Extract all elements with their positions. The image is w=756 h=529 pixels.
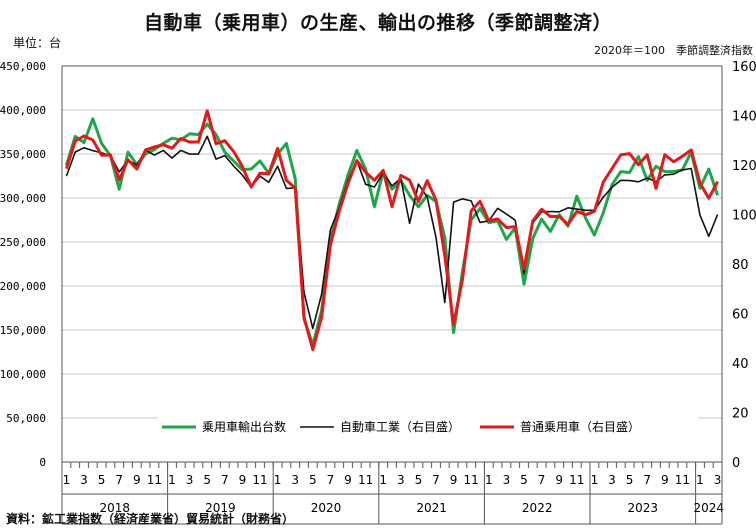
month-label: 11 (147, 473, 162, 487)
left-tick-label: 300,000 (0, 192, 46, 205)
right-tick-label: 0 (732, 456, 740, 471)
month-label: 1 (591, 473, 599, 487)
month-label: 7 (327, 473, 335, 487)
month-label: 1 (63, 473, 71, 487)
month-label: 9 (344, 473, 352, 487)
month-label: 7 (643, 473, 651, 487)
month-label: 5 (626, 473, 634, 487)
left-tick-label: 50,000 (6, 412, 46, 425)
month-label: 5 (203, 473, 211, 487)
month-label: 5 (309, 473, 317, 487)
month-label: 7 (432, 473, 440, 487)
month-label: 3 (397, 473, 405, 487)
month-label: 3 (608, 473, 616, 487)
month-label: 11 (358, 473, 373, 487)
year-label: 2020 (311, 501, 342, 515)
left-tick-label: 100,000 (0, 368, 46, 381)
right-tick-label: 40 (732, 357, 749, 372)
month-label: 1 (274, 473, 282, 487)
series-line-3 (64, 109, 719, 352)
month-label: 5 (520, 473, 528, 487)
month-label: 5 (98, 473, 106, 487)
right-tick-label: 100 (732, 209, 756, 224)
month-label: 9 (661, 473, 669, 487)
year-label: 2024 (694, 501, 725, 515)
plot-frame (61, 65, 723, 463)
right-axis-unit-label: 2020年＝100 季節調整済指数 (594, 44, 753, 57)
left-tick-label: 200,000 (0, 280, 46, 293)
right-tick-label: 20 (732, 407, 749, 422)
month-label: 7 (538, 473, 546, 487)
month-label: 9 (239, 473, 247, 487)
year-label: 2019 (205, 501, 236, 515)
month-label: 3 (291, 473, 299, 487)
series-line-2 (65, 135, 719, 330)
month-label: 3 (503, 473, 511, 487)
right-tick-label: 60 (732, 308, 749, 323)
month-label: 3 (80, 473, 88, 487)
left-axis-unit-label: 単位：台 (13, 36, 62, 50)
source-note: 資料：鉱工業指数（経済産業省）貿易統計（財務省） (6, 512, 295, 526)
year-label: 2021 (416, 501, 447, 515)
right-tick-label: 120 (732, 159, 756, 174)
legend-box (158, 416, 698, 438)
month-label: 5 (415, 473, 423, 487)
month-label: 1 (696, 473, 704, 487)
month-label: 9 (133, 473, 141, 487)
month-label: 11 (569, 473, 584, 487)
left-tick-label: 350,000 (0, 148, 46, 161)
month-label: 1 (168, 473, 176, 487)
month-label: 11 (675, 473, 690, 487)
year-label: 2022 (522, 501, 553, 515)
legend-label-3: 普通乗用車（右目盛） (520, 419, 640, 434)
chart-title: 自動車（乗用車）の生産、輸出の推移（季節調整済） (143, 12, 612, 34)
right-tick-label: 160 (732, 60, 756, 75)
left-tick-label: 150,000 (0, 324, 46, 337)
month-label: 1 (379, 473, 387, 487)
left-tick-label: 250,000 (0, 236, 46, 249)
month-label: 3 (714, 473, 722, 487)
legend-label-1: 乗用車輸出台数 (202, 419, 286, 434)
month-label: 7 (221, 473, 229, 487)
year-label: 2023 (628, 501, 659, 515)
right-tick-label: 80 (732, 258, 749, 273)
month-label: 9 (555, 473, 563, 487)
month-label: 7 (115, 473, 123, 487)
month-label: 11 (252, 473, 267, 487)
legend-label-2: 自動車工業（右目盛） (340, 419, 460, 434)
month-label: 9 (450, 473, 458, 487)
month-label: 3 (186, 473, 194, 487)
right-tick-label: 140 (732, 110, 756, 125)
left-tick-label: 0 (39, 456, 46, 469)
left-tick-label: 400,000 (0, 104, 46, 117)
month-label: 11 (464, 473, 479, 487)
left-tick-label: 450,000 (0, 60, 46, 73)
series-line-1 (64, 117, 720, 347)
month-label: 1 (485, 473, 493, 487)
year-label: 2018 (100, 501, 131, 515)
